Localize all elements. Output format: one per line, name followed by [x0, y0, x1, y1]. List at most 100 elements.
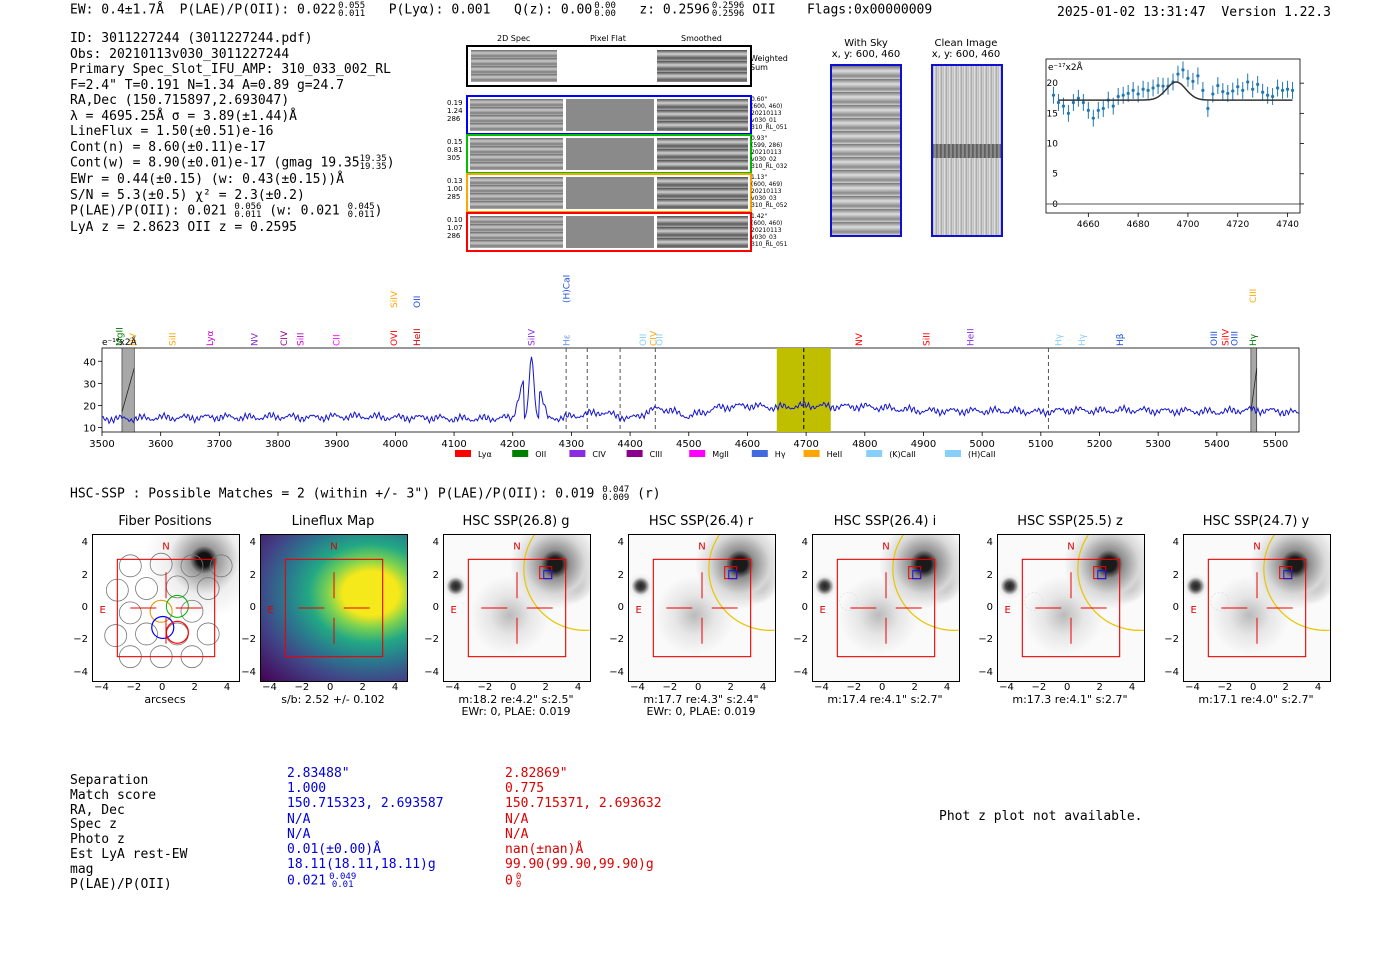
spectrum-xtick-label: 3500	[89, 439, 114, 450]
aperture-box	[836, 558, 936, 658]
fiber-position-circle	[180, 554, 204, 578]
weighted-sum-frame	[466, 45, 752, 87]
match1-plae-bounds: 0.049 0.01	[329, 873, 356, 890]
hsc-footer-line1: m:17.4 re:4.1" s:2.7"	[827, 693, 943, 706]
table-row-label: Est LyA rest-EW	[70, 846, 188, 862]
fiber-meta-line: v030_03	[751, 234, 777, 241]
legend-swatch	[751, 450, 768, 457]
hsc-xtick-label: 0	[1250, 682, 1257, 693]
spectral-line-label: SiIV	[1222, 328, 1232, 346]
info-cont-n: Cont(n) = 8.60(±0.11)e-17	[70, 139, 266, 155]
match-box-blue	[543, 570, 553, 580]
zoom-data-point	[1086, 108, 1090, 112]
hsc-xtick-label: 0	[510, 682, 517, 693]
zoom-data-point	[1101, 106, 1105, 111]
detection-info: ID: 3011227244 (3011227244.pdf) Obs: 202…	[70, 31, 395, 236]
aperture-box	[1021, 558, 1121, 658]
table-row-label: mag	[70, 861, 94, 877]
zoom-data-point	[1256, 82, 1260, 86]
cutout-overlay: NE	[267, 542, 384, 658]
weighted-sum-label: Weighted Sum	[750, 54, 788, 72]
fiber-position-circle	[149, 552, 173, 576]
hsc-xtick-label: −4	[1185, 682, 1200, 693]
zoom-data-point	[1191, 79, 1195, 83]
hsc-xtick-label: 4	[1314, 682, 1322, 693]
hsc-ytick-label: 0	[986, 602, 993, 613]
hsc-xtick-label: 4	[1128, 682, 1136, 693]
match-table-labels: Separation Match score RA, Dec Spec z Photo …	[70, 773, 188, 892]
legend-swatch	[866, 450, 883, 457]
zoom-plot-frame	[1045, 58, 1301, 214]
info-lambda: λ = 4695.25Å σ = 3.89(±1.44)Å	[70, 108, 297, 124]
fiber-row-frame	[466, 173, 752, 213]
legend-label: (K)CaII	[889, 450, 916, 459]
spectral-line-label: OIII	[1210, 331, 1220, 346]
hsc-footer-line1: m:17.7 re:4.3" s:2.4"	[643, 693, 759, 706]
spectral-line-label: OVI	[390, 330, 400, 346]
header-timestamp: 2025-01-02 13:31:47	[1057, 5, 1206, 20]
spectrum-ytick-label: 20	[83, 401, 96, 412]
spectral-line-label: OII	[655, 334, 665, 346]
table-row-label: Photo z	[70, 832, 125, 848]
hsc-plae-hi: 0.047	[602, 485, 630, 495]
aperture-box	[467, 558, 567, 658]
hsc-xtick-label: 2	[359, 682, 366, 693]
spectrum-xtick-label: 5400	[1204, 439, 1229, 450]
spectrum-legend: Lyα OII CIV CIII MgII Hγ HeII (K)CaII (H)CaII	[455, 450, 995, 459]
hsc-xtick-label: −4	[630, 682, 645, 693]
hsc-xtick-label: 2	[1282, 682, 1289, 693]
fiber-row-stats: 0.13 1.00 285	[447, 177, 463, 201]
fiber-position-circle	[180, 599, 204, 623]
spectrum-xtick-label: 4700	[793, 439, 818, 450]
match2-plae-lo: 0	[515, 880, 522, 891]
match-table-col1: 2.83488" 1.000 150.715323, 2.693587 N/A N/A 0…	[287, 766, 444, 890]
spectrum-xtick-label: 4300	[559, 439, 584, 450]
legend-label: CIV	[592, 450, 606, 459]
hsc-footer-line1: arcsecs	[144, 693, 186, 706]
hsc-ytick-label: 0	[617, 602, 624, 613]
clean-image-label: Clean Image	[934, 38, 998, 49]
fiber-stat: 0.10	[447, 216, 463, 224]
fiber-circle-green	[165, 594, 189, 618]
match-box-blue	[1097, 570, 1107, 580]
spectrum-frame	[101, 347, 1300, 433]
hsc-xtick-label: 0	[327, 682, 334, 693]
header-z-hi: 0.2596	[711, 1, 745, 11]
fiber-flat-strip	[566, 138, 654, 170]
hsc-footer-line1: s/b: 2.52 +/- 0.102	[281, 693, 385, 706]
legend-swatch	[569, 450, 586, 457]
spectral-line-label: HeII	[966, 328, 976, 346]
spectrum-ytick-label: 10	[83, 424, 96, 435]
info-lya-z: LyA z = 2.8623 OII z = 0.2595	[70, 220, 297, 235]
zoom-data-point	[1051, 93, 1056, 97]
hsc-xtick-label: 0	[695, 682, 702, 693]
fiber-meta-line: 20210113	[751, 227, 782, 234]
spectrum-yticks: 40 30 20 10	[83, 357, 102, 435]
hsc-ytick-label: 4	[617, 537, 624, 549]
spectral-line-label: SiII	[296, 332, 306, 346]
spectral-line-label: Hγ	[1249, 333, 1259, 346]
fiber-position-circle	[209, 554, 233, 578]
zoom-data-point	[1206, 106, 1210, 111]
header-z: z: 0.2596	[639, 2, 710, 18]
hsc-ytick-label: 0	[432, 602, 439, 613]
hsc-panel-title: HSC SSP(25.5) z	[1017, 514, 1123, 529]
fiber-meta-line: (600, 469)	[751, 181, 783, 188]
spectrum-mask-hatch	[1250, 367, 1258, 413]
hsc-ytick-label: 4	[1172, 537, 1179, 549]
match1-plae: 0.021	[287, 873, 327, 889]
fiber-meta-line: 310_RL_051	[751, 124, 788, 131]
zoom-ytick-label: 20	[1047, 79, 1059, 89]
fiber-row-stats: 0.19 1.24 286	[447, 99, 463, 123]
hsc-xtick-label: −2	[1031, 682, 1047, 693]
spectral-line-label: SiIV	[390, 290, 400, 308]
hsc-yaxis: 4 2 0 −2 −4	[793, 531, 808, 678]
spectrum-xtick-label: 4800	[852, 439, 877, 450]
header-qz: Q(z): 0.00	[513, 2, 593, 18]
hsc-ytick-label: −2	[609, 634, 624, 646]
spectrum-xtick-label: 3600	[148, 439, 173, 450]
match1-cell: 0.021 0.049 0.01	[287, 873, 444, 890]
